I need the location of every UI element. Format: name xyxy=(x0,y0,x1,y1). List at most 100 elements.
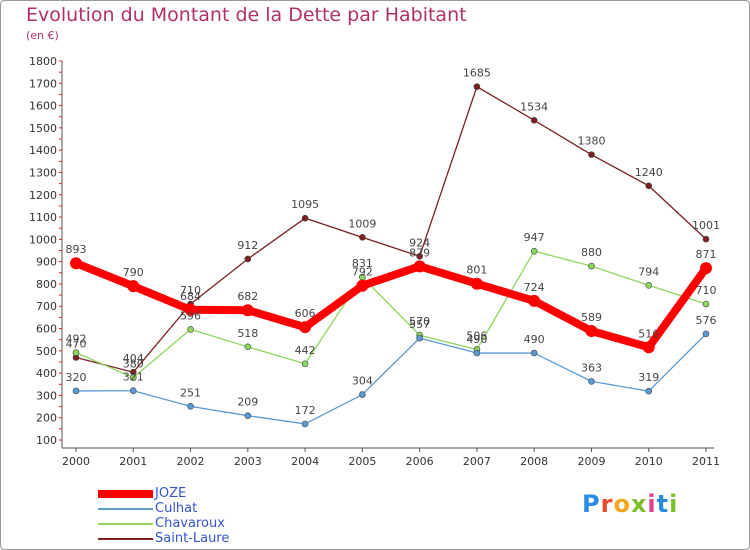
data-label: 1009 xyxy=(348,217,376,230)
y-tick-label: 1600 xyxy=(29,100,57,113)
x-tick-label: 2006 xyxy=(406,455,434,468)
y-tick-label: 100 xyxy=(36,434,57,447)
data-point xyxy=(473,83,481,90)
x-tick-label: 2011 xyxy=(692,455,720,468)
data-label: 710 xyxy=(180,284,201,297)
data-label: 589 xyxy=(581,311,602,324)
data-point xyxy=(588,378,595,385)
data-point xyxy=(244,412,252,419)
data-label: 893 xyxy=(66,243,87,256)
data-point xyxy=(585,324,598,337)
data-label: 172 xyxy=(295,404,316,417)
data-point xyxy=(645,281,653,289)
legend-label: Culhat xyxy=(155,501,198,516)
data-label: 304 xyxy=(352,375,373,388)
data-point xyxy=(416,252,423,260)
data-point xyxy=(359,234,366,241)
data-point xyxy=(588,262,595,270)
y-tick-label: 400 xyxy=(36,367,57,380)
data-label: 924 xyxy=(409,236,430,249)
data-label: 790 xyxy=(123,266,144,279)
legend-item-saint-laure: Saint-Laure xyxy=(98,531,229,546)
series-line xyxy=(75,333,707,425)
data-point xyxy=(72,349,80,356)
data-label: 319 xyxy=(638,371,659,384)
x-tick-label: 2007 xyxy=(463,455,491,468)
logo-letter: o xyxy=(613,490,631,518)
data-label: 724 xyxy=(524,281,545,294)
data-point xyxy=(700,262,712,275)
data-label: 470 xyxy=(66,338,87,351)
data-point xyxy=(241,304,254,317)
data-point xyxy=(244,343,252,351)
data-label: 1240 xyxy=(635,166,663,179)
logo-letter: t xyxy=(656,490,670,518)
data-label: 506 xyxy=(466,329,487,342)
x-tick-label: 2004 xyxy=(291,455,319,468)
data-label: 831 xyxy=(352,257,373,270)
y-tick-label: 1500 xyxy=(29,122,57,135)
data-label: 871 xyxy=(696,248,717,261)
data-point xyxy=(702,330,710,338)
y-tick-label: 1800 xyxy=(29,55,57,68)
data-label: 1095 xyxy=(291,198,319,211)
data-point xyxy=(299,321,312,334)
data-point xyxy=(530,117,538,124)
data-point xyxy=(301,360,309,368)
logo-letter: x xyxy=(630,490,648,518)
y-tick-label: 1000 xyxy=(29,233,57,246)
data-label: 516 xyxy=(638,327,659,340)
data-label: 912 xyxy=(237,239,258,252)
data-point xyxy=(642,341,655,354)
x-tick-label: 2002 xyxy=(177,455,205,468)
legend-swatch xyxy=(98,522,153,525)
data-point xyxy=(356,279,369,292)
legend-item-culhat: Culhat xyxy=(98,501,229,516)
y-tick-label: 1300 xyxy=(29,166,57,179)
data-label: 209 xyxy=(237,396,258,409)
series-line xyxy=(75,85,707,373)
logo-letter: r xyxy=(600,490,614,518)
x-tick-label: 2003 xyxy=(234,455,262,468)
legend-label: JOZE xyxy=(155,486,187,501)
y-tick-label: 300 xyxy=(36,389,57,402)
data-label: 1534 xyxy=(520,100,548,113)
y-tick-label: 500 xyxy=(36,345,57,358)
data-label: 518 xyxy=(237,327,258,340)
data-label: 801 xyxy=(466,264,487,277)
data-point xyxy=(70,257,82,270)
chart-title: Evolution du Montant de la Dette par Hab… xyxy=(26,4,467,26)
data-point xyxy=(645,387,653,395)
data-point xyxy=(187,403,194,410)
data-point xyxy=(127,280,140,293)
data-point xyxy=(129,387,137,395)
data-label: 792 xyxy=(352,266,373,279)
data-label: 251 xyxy=(180,386,201,399)
legend-label: Chavaroux xyxy=(155,516,225,531)
data-point xyxy=(184,303,197,316)
y-tick-label: 1700 xyxy=(29,77,57,90)
data-point xyxy=(530,247,538,255)
data-label: 363 xyxy=(581,361,602,374)
data-label: 492 xyxy=(66,333,87,346)
y-tick-label: 1100 xyxy=(29,211,57,224)
legend: JOZE Culhat Chavaroux Saint-Laure xyxy=(98,486,229,546)
logo-letter: i xyxy=(669,490,679,518)
data-point xyxy=(416,334,423,342)
data-label: 1380 xyxy=(577,135,605,148)
x-tick-label: 2000 xyxy=(62,455,90,468)
data-label: 320 xyxy=(66,371,87,384)
chart-subtitle: (en €) xyxy=(26,29,59,42)
data-point xyxy=(473,349,481,357)
data-point xyxy=(413,260,426,273)
data-point xyxy=(645,182,653,190)
y-tick-label: 600 xyxy=(36,323,57,336)
data-label: 596 xyxy=(180,309,201,322)
data-label: 710 xyxy=(696,284,717,297)
legend-swatch xyxy=(98,489,153,498)
data-label: 880 xyxy=(581,246,602,259)
data-label: 879 xyxy=(409,246,430,259)
x-tick-label: 2005 xyxy=(348,455,376,468)
series-line xyxy=(74,259,710,352)
data-label: 442 xyxy=(295,344,316,357)
